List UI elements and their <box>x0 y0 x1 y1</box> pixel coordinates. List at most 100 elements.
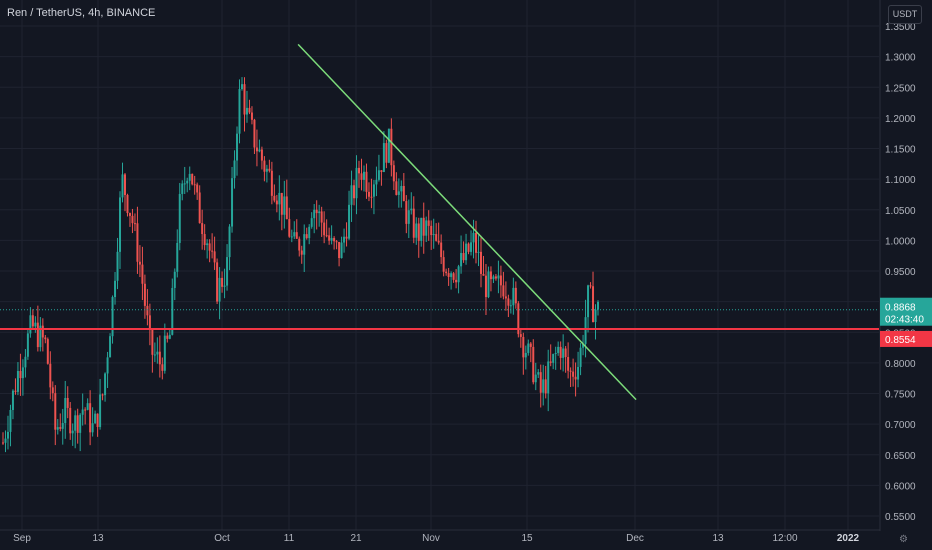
candle-body <box>121 174 124 198</box>
x-tick-label: Dec <box>626 533 644 544</box>
candle-body <box>176 242 179 272</box>
price-scale[interactable] <box>880 0 932 550</box>
candle-body <box>143 283 146 306</box>
candle-body <box>514 287 517 304</box>
candle-body <box>263 160 266 172</box>
candle-body <box>524 352 527 358</box>
candle-body <box>452 273 455 280</box>
candle-body <box>353 185 356 199</box>
candle-body <box>9 409 12 432</box>
candle-body <box>557 346 560 353</box>
candle-body <box>308 226 311 239</box>
candle-body <box>529 343 532 347</box>
candle-body <box>340 242 343 259</box>
candle-body <box>11 390 14 410</box>
y-tick-label: 1.1500 <box>885 145 916 156</box>
candle-body <box>208 243 211 251</box>
candle-body <box>278 192 281 205</box>
candle-body <box>181 183 184 194</box>
candle-body <box>559 346 562 358</box>
x-tick-label: Nov <box>422 533 440 544</box>
candle-body <box>447 273 450 277</box>
candle-body <box>484 275 487 298</box>
candle-body <box>522 336 525 358</box>
candle-body <box>265 168 268 172</box>
candle-body <box>6 431 9 439</box>
candle-body <box>442 257 445 272</box>
candle-body <box>104 373 107 396</box>
candle-body <box>499 275 502 286</box>
candle-body <box>460 253 463 267</box>
candle-body <box>562 348 565 358</box>
candle-body <box>407 210 410 224</box>
candle-body <box>91 423 94 433</box>
candle-body <box>475 232 478 253</box>
currency-button[interactable]: USDT <box>888 5 922 24</box>
candle-body <box>76 415 79 433</box>
candle-body <box>193 184 196 186</box>
y-tick-label: 0.8000 <box>885 359 916 370</box>
candle-body <box>377 170 380 180</box>
candle-body <box>323 222 326 236</box>
candle-body <box>138 261 141 265</box>
candle-body <box>422 217 425 236</box>
candle-body <box>392 165 395 182</box>
candle-body <box>552 354 555 363</box>
candle-body <box>99 394 102 427</box>
x-tick-label: 13 <box>92 533 104 544</box>
candle-body <box>415 223 418 238</box>
candle-body <box>84 409 87 411</box>
candle-body <box>594 309 597 323</box>
candle-body <box>432 234 435 236</box>
candle-body <box>111 297 114 337</box>
symbol-title: Ren / TetherUS, 4h, BINANCE <box>7 7 155 19</box>
candle-body <box>250 112 253 120</box>
candle-body <box>390 128 393 166</box>
candle-body <box>549 361 552 363</box>
y-tick-label: 1.0000 <box>885 236 916 247</box>
candle-body <box>472 232 475 243</box>
candle-body <box>420 217 423 241</box>
trend-line[interactable] <box>297 43 637 401</box>
candle-body <box>49 363 52 388</box>
time-scale[interactable] <box>0 531 880 550</box>
candle-body <box>158 351 161 365</box>
candle-body <box>554 352 557 355</box>
candle-body <box>54 393 57 430</box>
candle-body <box>29 315 32 334</box>
candle-body <box>462 253 465 261</box>
candle-body <box>56 427 59 430</box>
candle-body <box>358 167 361 174</box>
candle-body <box>544 379 547 394</box>
candle-body <box>375 179 378 185</box>
support-price-tag <box>880 330 932 347</box>
candle-body <box>417 223 420 241</box>
symbol-title-text: Ren / TetherUS, 4h, BINANCE <box>7 7 156 19</box>
candle-body <box>166 335 169 339</box>
candle-body <box>325 235 328 237</box>
candle-body <box>467 243 470 252</box>
candle-body <box>350 185 353 205</box>
candle-body <box>133 223 136 225</box>
candle-body <box>542 379 545 393</box>
settings-icon[interactable]: ⚙ <box>899 534 908 545</box>
candle-body <box>260 149 263 161</box>
candle-body <box>569 370 572 372</box>
candle-body <box>355 167 358 199</box>
candle-body <box>502 285 505 297</box>
candle-body <box>109 336 112 358</box>
y-tick-label: 1.0500 <box>885 206 916 217</box>
candle-body <box>255 147 258 152</box>
candle-body <box>245 107 248 115</box>
candle-body <box>479 251 482 274</box>
candle-body <box>400 185 403 192</box>
candle-body <box>248 107 251 113</box>
candle-body <box>74 415 77 431</box>
candle-body <box>4 438 7 443</box>
candle-body <box>425 220 428 236</box>
candle-body <box>106 357 109 374</box>
candle-body <box>512 287 515 306</box>
candle-body <box>547 361 550 394</box>
candle-body <box>128 213 131 216</box>
